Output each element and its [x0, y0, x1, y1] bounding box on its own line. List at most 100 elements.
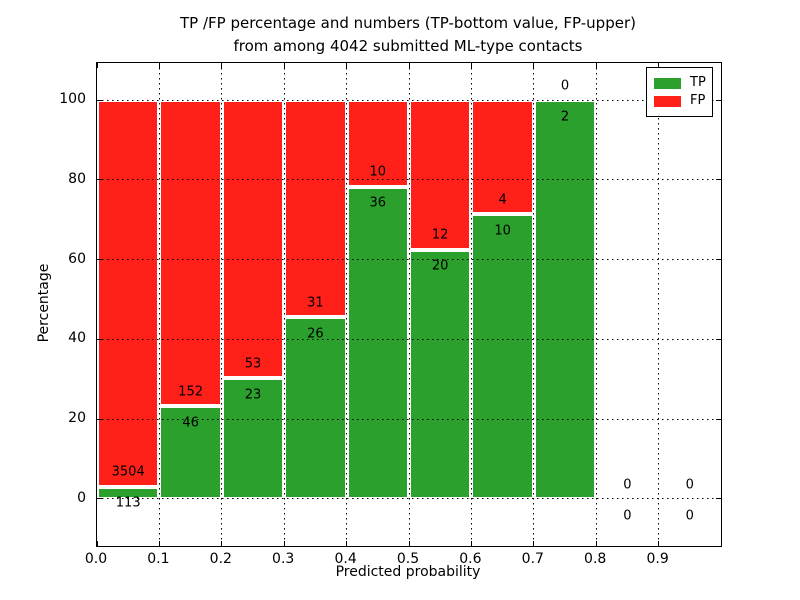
axis-tick [158, 63, 160, 68]
axis-tick [470, 63, 472, 68]
fp-bar-segment [346, 100, 409, 187]
gridline-vertical [346, 63, 348, 546]
fp-bar-segment [284, 100, 347, 318]
tp-count-label: 23 [244, 387, 262, 403]
chart-title-line1: TP /FP percentage and numbers (TP-bottom… [180, 14, 636, 32]
fp-bar-segment [409, 100, 472, 250]
tp-bar-segment [221, 378, 285, 499]
axis-tick [720, 63, 722, 68]
axis-tick [716, 99, 721, 101]
gridline-vertical [158, 63, 160, 546]
axis-tick [716, 498, 721, 500]
gridline-vertical [533, 63, 535, 546]
axis-tick [470, 541, 472, 546]
tp-count-label: 36 [369, 195, 387, 211]
legend: TP FP [646, 67, 713, 117]
x-tick-label: 0.4 [334, 551, 357, 567]
fp-count-label: 12 [431, 227, 449, 243]
fp-count-label: 0 [560, 78, 570, 94]
tp-bar-segment [159, 406, 222, 499]
fp-bar-segment [97, 100, 160, 487]
axis-tick [96, 541, 98, 546]
axis-tick [97, 338, 102, 340]
tp-count-label: 20 [431, 258, 449, 274]
tp-bar-segment [346, 186, 409, 499]
gridline-horizontal [97, 179, 721, 181]
axis-tick [97, 179, 102, 181]
fp-count-label: 53 [244, 356, 262, 372]
gridline-horizontal [97, 498, 721, 500]
tp-count-label: 113 [115, 495, 141, 511]
tp-bar-segment [533, 100, 597, 499]
axis-tick [283, 541, 285, 546]
x-tick-label: 0.0 [84, 551, 108, 567]
fp-bar-segment [471, 100, 534, 215]
gridline-horizontal [97, 99, 721, 101]
tp-bar-segment [409, 249, 472, 499]
tp-count-label: 26 [307, 326, 324, 342]
axis-tick [533, 63, 535, 68]
x-tick-label: 0.7 [521, 551, 544, 567]
tp-count-label: 0 [685, 508, 694, 524]
x-tick-label: 0.2 [209, 551, 232, 567]
axis-tick [658, 541, 660, 546]
axis-tick [720, 541, 722, 546]
x-tick-label: 0.6 [459, 551, 482, 567]
axis-tick [96, 63, 98, 68]
axis-tick [716, 259, 721, 261]
chart-title-line2: from among 4042 submitted ML-type contac… [233, 37, 583, 55]
gridline-vertical [658, 63, 660, 546]
fp-count-label: 152 [178, 384, 204, 400]
tp-count-label: 0 [623, 508, 632, 524]
tp-bar-segment [284, 317, 347, 499]
axis-tick [221, 63, 223, 68]
axis-tick [658, 63, 660, 68]
tp-count-label: 10 [494, 223, 511, 239]
gridline-vertical [470, 63, 472, 546]
fp-count-label: 0 [623, 477, 632, 493]
axis-tick [97, 259, 102, 261]
x-tick-label: 0.1 [147, 551, 170, 567]
tp-count-label: 46 [182, 415, 199, 431]
fp-count-label: 10 [369, 164, 387, 180]
x-axis-label: Predicted probability [335, 564, 481, 580]
fp-bar-segment [221, 100, 285, 379]
x-tick-label: 0.5 [396, 551, 420, 567]
axis-tick [716, 338, 721, 340]
fp-count-label: 3504 [111, 464, 145, 480]
y-tick-label: 80 [68, 170, 86, 187]
y-tick-label: 60 [68, 250, 86, 267]
y-tick-label: 20 [68, 410, 86, 427]
gridline-horizontal [97, 418, 721, 420]
axis-tick [158, 541, 160, 546]
x-tick-label: 0.8 [584, 551, 607, 567]
legend-label-tp: TP [690, 75, 706, 90]
y-tick-label: 40 [68, 330, 86, 347]
chart-title: TP /FP percentage and numbers (TP-bottom… [96, 12, 720, 58]
gridline-vertical [595, 63, 597, 546]
x-tick-label: 0.3 [272, 551, 295, 567]
fp-bar-segment [159, 100, 222, 407]
axis-tick [595, 541, 597, 546]
axis-tick [97, 99, 102, 101]
legend-label-fp: FP [690, 93, 706, 108]
axis-tick [283, 63, 285, 68]
axis-tick [346, 63, 348, 68]
gridline-horizontal [97, 259, 721, 261]
tp-bar-segment [471, 214, 534, 499]
fp-color-swatch [654, 95, 681, 107]
legend-entry-tp: TP [654, 74, 706, 92]
y-tick-label: 0 [77, 489, 86, 506]
fp-count-label: 4 [498, 192, 507, 208]
axis-tick [533, 541, 535, 546]
fp-count-label: 0 [685, 477, 694, 493]
axis-tick [408, 541, 410, 546]
axis-tick [408, 63, 410, 68]
gridline-vertical [221, 63, 223, 546]
gridline-vertical [283, 63, 285, 546]
axis-tick [716, 418, 721, 420]
plot-area: TP FP 3504 113 152 46 53 23 31 26 10 36 12 20 4 10 0 2 0… [96, 62, 722, 547]
axis-tick [97, 418, 102, 420]
y-tick-label: 100 [59, 91, 86, 108]
